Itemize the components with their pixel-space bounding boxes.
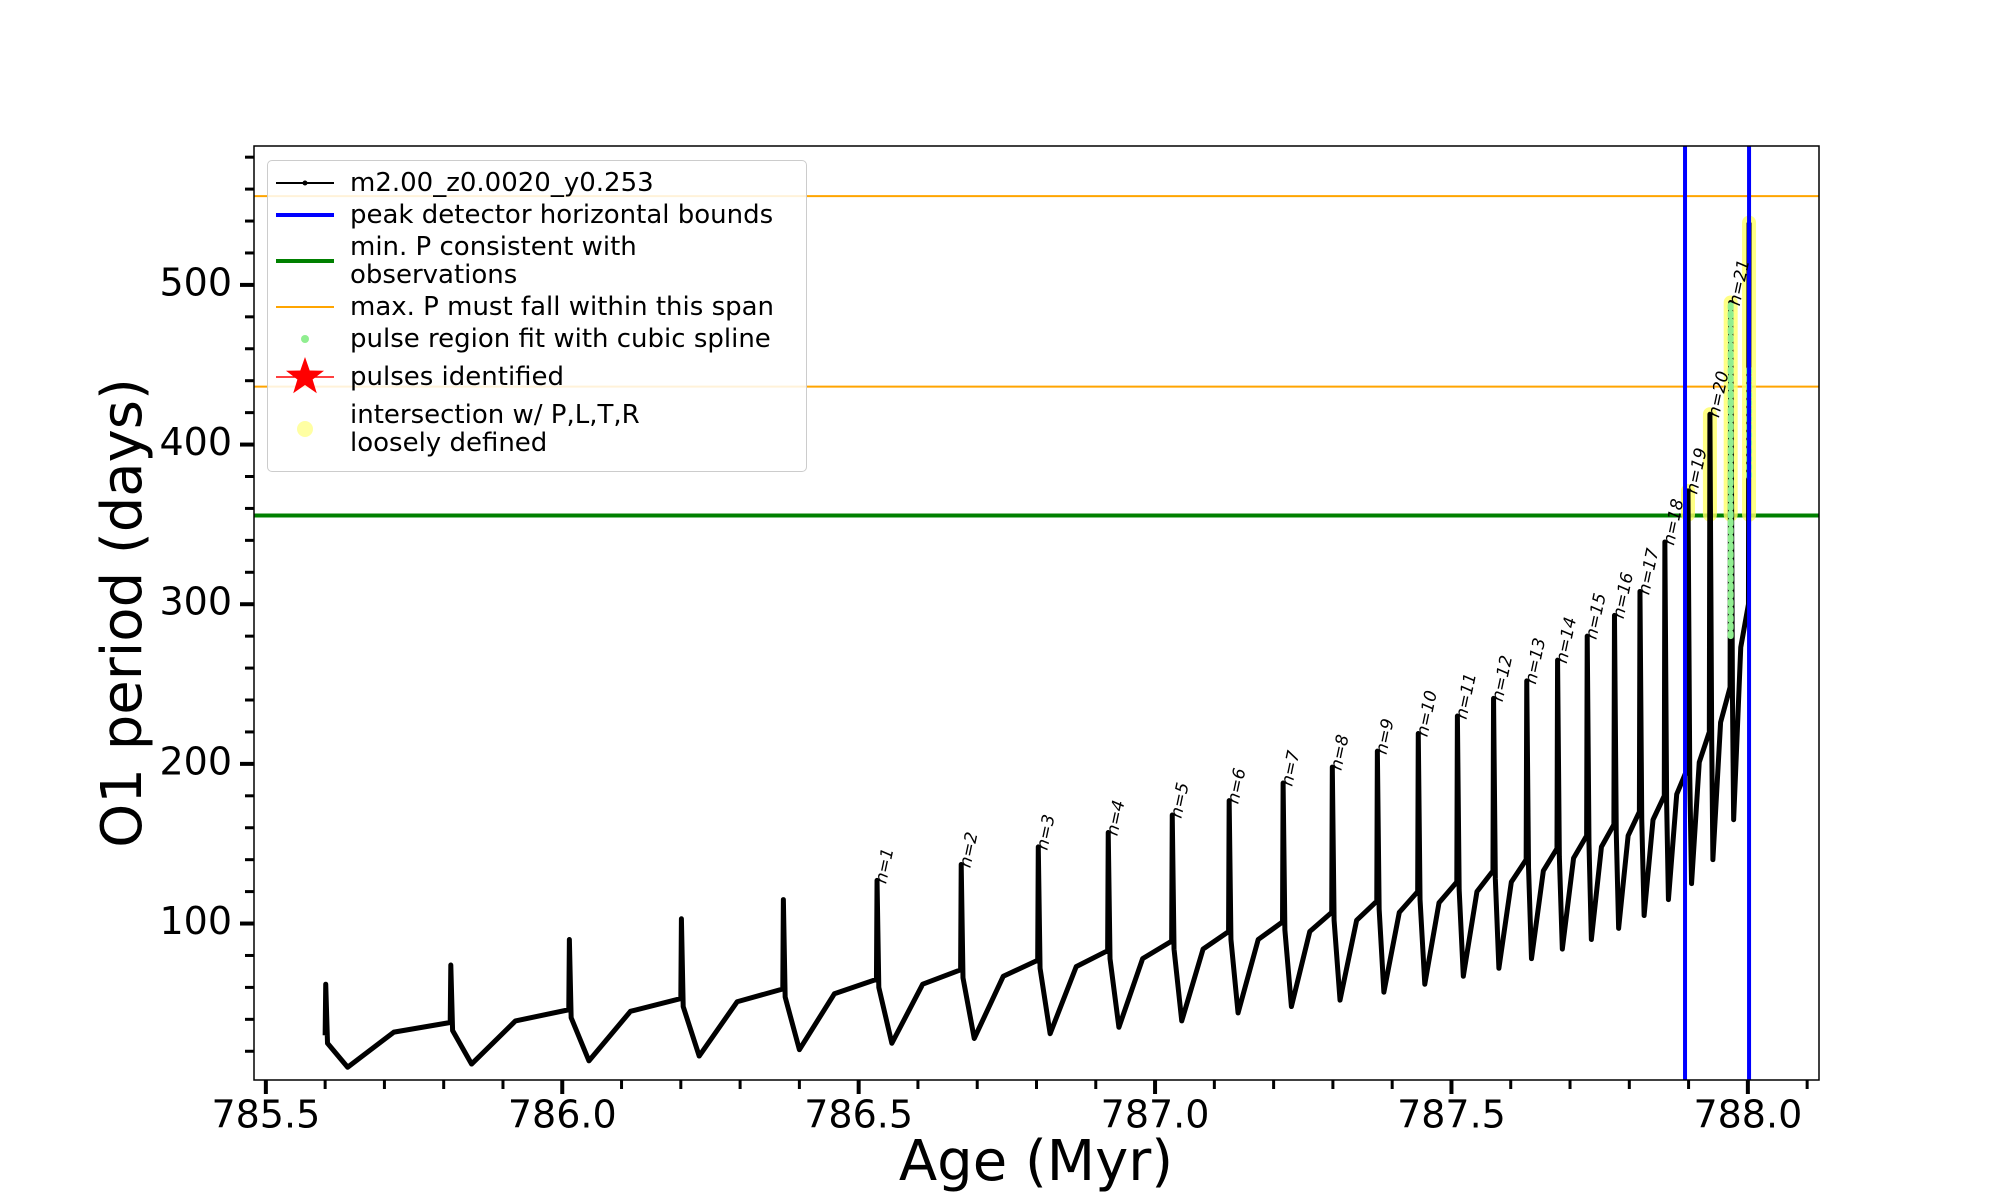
pulse-label: n=17 xyxy=(1634,547,1663,597)
y-tick-label: 200 xyxy=(159,739,232,783)
legend: m2.00_z0.0020_y0.253 peak detector horizo… xyxy=(267,160,807,472)
legend-label: intersection w/ P,L,T,R loosely defined xyxy=(350,400,640,458)
y-tick-label: 400 xyxy=(159,420,232,464)
y-tick-label: 300 xyxy=(159,580,232,624)
legend-entry: pulse region fit with cubic spline xyxy=(268,325,806,353)
legend-entry: intersection w/ P,L,T,R loosely defined xyxy=(268,401,806,457)
legend-entry: max. P must fall within this span xyxy=(268,293,806,321)
legend-swatch xyxy=(276,357,334,394)
x-tick-label: 786.0 xyxy=(508,1093,617,1137)
x-axis-label: Age (Myr) xyxy=(899,1129,1173,1194)
pulse-label: n=7 xyxy=(1277,749,1304,788)
pulse-label: n=11 xyxy=(1452,671,1481,721)
legend-marker xyxy=(297,421,313,437)
x-tick-label: 785.5 xyxy=(211,1093,320,1137)
legend-label: peak detector horizontal bounds xyxy=(350,200,774,230)
legend-swatch xyxy=(276,259,334,263)
legend-label: min. P consistent with observations xyxy=(350,232,637,290)
legend-entry: m2.00_z0.0020_y0.253 xyxy=(268,169,806,197)
legend-label: m2.00_z0.0020_y0.253 xyxy=(350,168,654,198)
legend-marker xyxy=(286,357,324,394)
x-tick-label: 787.5 xyxy=(1397,1093,1506,1137)
y-tick-label: 500 xyxy=(159,260,232,304)
x-tick-label: 788.0 xyxy=(1693,1093,1802,1137)
pulse-label: n=6 xyxy=(1223,766,1250,805)
pulse-label: n=4 xyxy=(1103,798,1130,837)
y-tick-label: 100 xyxy=(159,899,232,943)
legend-swatch xyxy=(276,180,334,186)
pulse-label: n=3 xyxy=(1033,813,1060,852)
pulse-label: n=1 xyxy=(871,846,898,885)
pulse-label: n=14 xyxy=(1552,615,1581,665)
legend-swatch xyxy=(297,421,313,437)
pulse-label: n=2 xyxy=(956,830,983,869)
legend-label: max. P must fall within this span xyxy=(350,292,775,322)
x-tick-label: 786.5 xyxy=(804,1093,913,1137)
legend-marker xyxy=(301,335,309,343)
pulse-label: n=12 xyxy=(1488,654,1517,704)
pulse-label: n=9 xyxy=(1372,717,1399,756)
x-tick-label: 787.0 xyxy=(1101,1093,1210,1137)
pulse-label: n=16 xyxy=(1609,570,1638,620)
pulse-label: n=10 xyxy=(1413,689,1442,739)
legend-marker xyxy=(302,180,308,186)
pulse-label: n=5 xyxy=(1167,781,1194,820)
pulse-label: n=8 xyxy=(1327,733,1354,772)
legend-swatch xyxy=(276,213,334,217)
legend-label: pulses identified xyxy=(350,362,565,392)
pulse-label: n=15 xyxy=(1582,591,1611,641)
legend-entry: peak detector horizontal bounds xyxy=(268,201,806,229)
legend-entry: pulses identified xyxy=(268,357,806,397)
legend-entry: min. P consistent with observations xyxy=(268,233,806,289)
legend-swatch xyxy=(301,335,309,343)
pulse-label: n=13 xyxy=(1521,636,1550,686)
legend-label: pulse region fit with cubic spline xyxy=(350,324,771,354)
series-line xyxy=(322,222,1752,1070)
y-axis-label: O1 period (days) xyxy=(90,378,155,848)
legend-swatch xyxy=(276,306,334,308)
